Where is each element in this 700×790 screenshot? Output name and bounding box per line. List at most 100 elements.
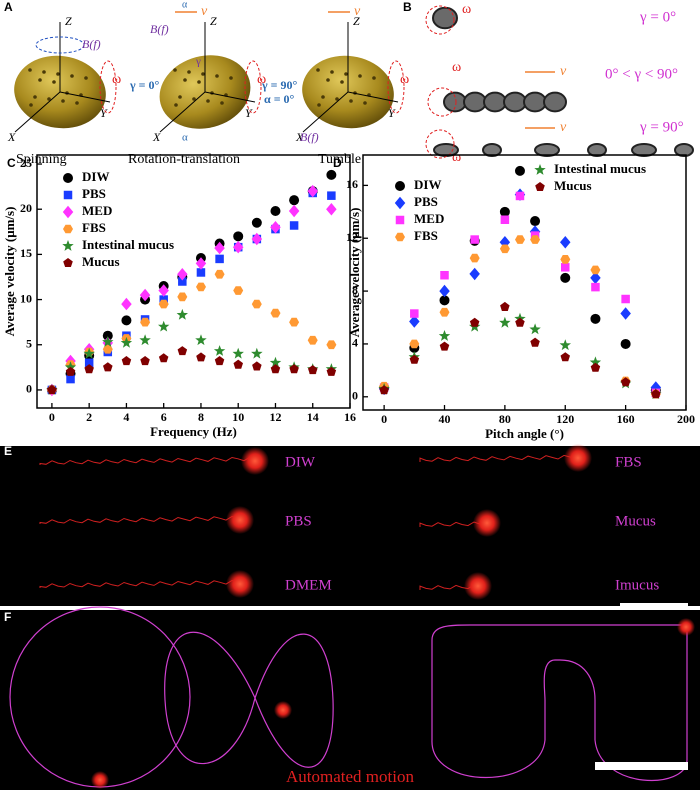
data-point xyxy=(270,221,281,234)
particle-dot xyxy=(42,70,46,74)
data-point xyxy=(176,308,188,320)
caption: Rotation-translation xyxy=(128,152,240,167)
data-point xyxy=(66,374,75,384)
image-background xyxy=(0,446,700,606)
axis-label: X xyxy=(7,130,16,144)
particle-dot xyxy=(330,70,334,74)
rotation-path xyxy=(244,60,262,114)
data-point xyxy=(65,366,76,376)
trajectory xyxy=(39,515,239,524)
image-background xyxy=(0,610,700,790)
x-axis-label: Frequency (Hz) xyxy=(150,424,237,439)
gamma-label: γ xyxy=(195,56,201,68)
data-point xyxy=(560,255,571,264)
x-tick-label: 6 xyxy=(161,410,167,424)
data-point xyxy=(500,215,510,224)
data-point xyxy=(469,317,480,327)
data-point xyxy=(232,347,244,359)
panel-label: E xyxy=(4,444,12,458)
particle-image xyxy=(482,143,502,157)
data-point xyxy=(559,339,571,351)
legend-label: DIW xyxy=(414,177,441,192)
particle-dot xyxy=(174,103,178,107)
data-point xyxy=(47,384,57,394)
particle-dot xyxy=(52,80,56,84)
y-tick-label: 16 xyxy=(346,177,358,191)
data-point xyxy=(561,263,570,272)
legend-marker xyxy=(63,190,73,200)
legend-label: Mucus xyxy=(554,178,592,193)
y-tick-label: 0 xyxy=(26,382,32,396)
panel-label: C xyxy=(7,156,16,170)
legend-label: MED xyxy=(82,203,112,218)
trajectory xyxy=(39,456,251,465)
particle-dot xyxy=(229,76,233,80)
trajectory xyxy=(39,579,239,588)
data-point xyxy=(233,359,243,369)
data-point xyxy=(251,347,263,359)
data-point xyxy=(196,268,206,277)
legend-marker xyxy=(63,224,73,234)
medium-label: Mucus xyxy=(615,513,656,529)
panel-label: D xyxy=(333,156,342,170)
data-point xyxy=(102,336,114,347)
data-point xyxy=(64,361,77,373)
data-point xyxy=(470,235,479,244)
axis xyxy=(204,91,256,103)
data-point xyxy=(621,294,630,304)
data-point xyxy=(269,356,282,368)
data-point xyxy=(514,165,525,176)
condition-label: γ = 0° xyxy=(639,9,676,25)
rotation-path xyxy=(99,60,117,114)
data-point xyxy=(195,257,207,270)
data-point xyxy=(500,301,510,311)
particle-dot xyxy=(192,97,196,101)
data-point xyxy=(121,297,132,311)
condition-label: γ = 90° xyxy=(639,119,684,135)
data-point xyxy=(289,195,300,206)
alpha-label: α xyxy=(182,0,188,10)
velocity-label: v xyxy=(560,64,567,79)
data-point xyxy=(499,316,511,328)
data-point xyxy=(438,330,451,341)
x-tick-label: 200 xyxy=(677,412,695,426)
x-tick-label: 16 xyxy=(344,410,356,424)
scale-bar xyxy=(595,762,688,770)
field-label: B(f) xyxy=(300,130,319,144)
omega: ω xyxy=(400,72,409,87)
data-point xyxy=(196,282,206,292)
particle-dot xyxy=(363,101,367,105)
x-tick-label: 12 xyxy=(269,410,281,424)
particle-image xyxy=(483,91,507,113)
data-point xyxy=(120,336,133,348)
data-point xyxy=(308,365,318,375)
data-point xyxy=(178,277,187,286)
medium-label: FBS xyxy=(615,454,642,470)
particle-dot xyxy=(340,80,344,84)
axis xyxy=(159,91,206,133)
particle-dot xyxy=(173,68,177,72)
data-point xyxy=(410,309,419,318)
data-point xyxy=(409,339,420,349)
axis-label: X xyxy=(295,130,304,144)
particle-dot xyxy=(33,95,37,99)
particle-dot xyxy=(178,95,182,99)
caption: Automated motion xyxy=(286,767,414,786)
particle-image xyxy=(631,143,657,157)
rotation-path xyxy=(425,5,455,35)
data-point xyxy=(288,204,300,218)
legend-marker xyxy=(535,182,545,191)
x-tick-label: 0 xyxy=(49,410,55,424)
particle-glow xyxy=(677,618,695,636)
particle-dot xyxy=(215,74,219,78)
data-point xyxy=(158,353,169,363)
particle-dot xyxy=(206,99,210,103)
data-point xyxy=(270,206,281,217)
particle-dot xyxy=(38,78,42,82)
data-point xyxy=(469,253,480,263)
data-point xyxy=(121,356,132,366)
omega: ω xyxy=(452,60,461,75)
x-tick-label: 10 xyxy=(232,410,244,424)
data-point xyxy=(103,362,113,372)
data-point xyxy=(233,240,244,254)
